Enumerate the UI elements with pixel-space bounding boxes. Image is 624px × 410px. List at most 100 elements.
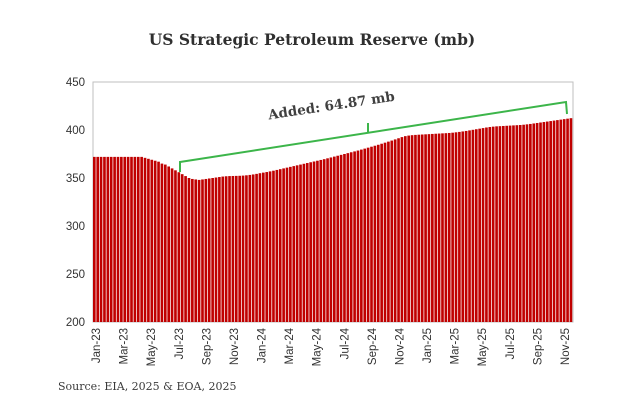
x-tick-label: Mar-24 [284, 327, 296, 364]
bar [177, 172, 181, 322]
annotation-bracket [179, 100, 568, 172]
chart-title: US Strategic Petroleum Reserve (mb) [148, 30, 476, 49]
bar [569, 118, 573, 322]
bar [464, 130, 468, 322]
bar [289, 166, 292, 322]
bar [525, 124, 529, 322]
x-tick-label: Sep-23 [201, 328, 213, 365]
x-tick-label: Sep-24 [367, 327, 379, 365]
bar [515, 125, 519, 322]
bar [197, 179, 201, 322]
bar [282, 168, 285, 322]
bar [275, 169, 279, 322]
bar [329, 157, 333, 322]
bar [207, 178, 211, 322]
y-tick-label: 400 [66, 125, 85, 137]
bar [336, 155, 340, 322]
x-tick-label: May-25 [477, 328, 489, 366]
bar [468, 130, 471, 322]
bar [387, 141, 390, 322]
bar [390, 140, 394, 322]
bar [545, 121, 549, 322]
bar [248, 174, 252, 322]
bar [302, 163, 306, 322]
bar [312, 161, 316, 322]
bar [566, 118, 569, 322]
bar [204, 178, 208, 322]
bar [397, 138, 400, 322]
x-tick-label: Jul-24 [339, 327, 351, 359]
bar [262, 172, 265, 322]
bar [556, 120, 559, 322]
x-tick-label: Jan-25 [422, 328, 434, 363]
bar [522, 124, 525, 322]
bar [552, 120, 556, 322]
x-tick-label: May-24 [312, 327, 324, 366]
y-tick-label: 200 [66, 317, 85, 329]
bar [234, 175, 238, 322]
bar [147, 158, 150, 322]
bar [481, 128, 485, 322]
bar [268, 171, 272, 322]
bar [508, 125, 512, 322]
bar [535, 122, 539, 323]
bar [542, 122, 546, 322]
bar [157, 161, 160, 322]
bar [403, 136, 407, 322]
bar [99, 156, 103, 322]
bar [187, 178, 191, 322]
bar [339, 154, 343, 322]
bar [184, 176, 187, 322]
bar [93, 156, 96, 322]
bar [170, 168, 174, 322]
x-tick-label: Sep-25 [532, 328, 544, 365]
bar [349, 152, 353, 322]
bar [292, 166, 296, 322]
y-tick-label: 250 [66, 269, 85, 281]
bar [201, 179, 204, 322]
bar [539, 122, 542, 322]
x-tick-label: Jan-24 [257, 327, 269, 363]
bar [549, 121, 552, 322]
bar [461, 131, 465, 322]
bar [255, 173, 258, 322]
bar [140, 156, 143, 322]
bar [299, 164, 302, 322]
bar [366, 147, 370, 322]
bar [441, 133, 444, 322]
bar [130, 156, 133, 322]
bar [343, 154, 346, 322]
bar [458, 131, 461, 322]
bar [474, 129, 478, 322]
bar [326, 158, 329, 322]
bar [498, 126, 502, 322]
bar [380, 143, 383, 322]
bar [160, 163, 164, 322]
bar [214, 177, 218, 322]
bar [319, 159, 323, 322]
bar [373, 145, 377, 322]
x-tick-label: Jan-23 [91, 328, 103, 363]
x-tick-label: Nov-25 [560, 328, 572, 365]
bar [238, 175, 241, 322]
bar [174, 170, 177, 322]
bar [224, 176, 228, 322]
bar [562, 119, 566, 323]
bar [103, 156, 106, 322]
bar [512, 125, 515, 322]
bar [116, 156, 120, 322]
bar [194, 179, 198, 322]
bar [393, 139, 397, 322]
bar [559, 119, 563, 322]
bar [333, 156, 336, 322]
bar [143, 157, 147, 322]
bar [485, 127, 488, 322]
source-note: Source: EIA, 2025 & EOA, 2025 [58, 380, 237, 393]
bar [96, 156, 100, 322]
bar [431, 133, 434, 322]
bar [424, 134, 427, 322]
bar [167, 166, 171, 322]
bar [113, 156, 116, 322]
x-tick-label: Nov-23 [229, 328, 241, 365]
